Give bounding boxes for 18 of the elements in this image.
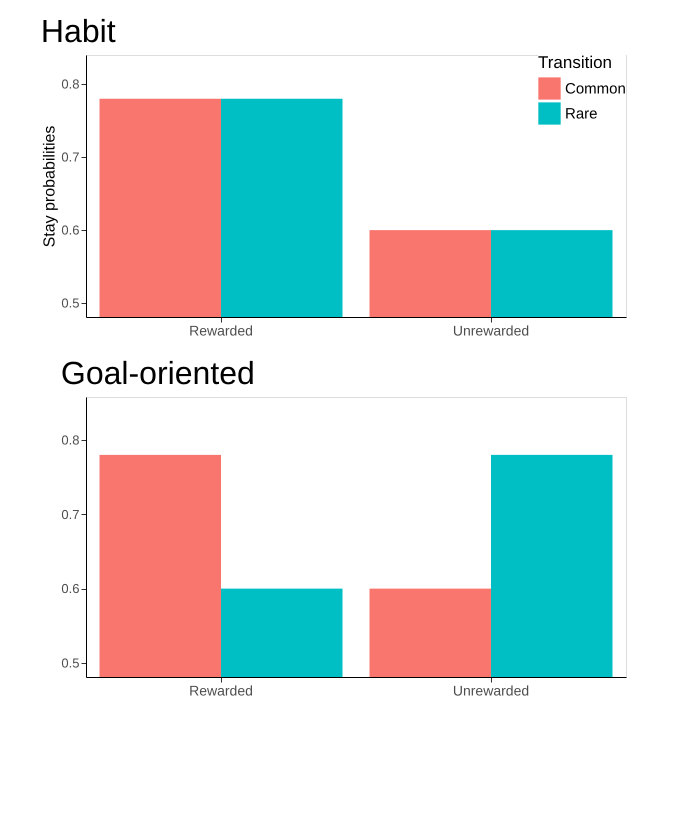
chart-title: Habit [40,13,116,49]
x-tick-label: Unrewarded [452,322,530,338]
y-tick-label: 0.6 [61,581,80,596]
y-tick-label: 0.5 [61,296,80,311]
y-tick-label: 0.6 [61,222,80,238]
y-axis-title: Stay probabilities [41,126,58,248]
legend-label: Common [565,80,626,98]
y-tick-label: 0.7 [61,506,80,522]
y-tick-label: 0.8 [61,432,80,448]
y-tick-label: 0.7 [61,150,80,165]
x-tick-label: Rewarded [189,682,253,698]
chart-title: Goal-oriented [60,355,255,391]
y-tick-label: 0.8 [61,76,80,92]
legend-title: Transition [538,53,612,72]
legend-label: Rare [565,106,598,122]
x-tick-label: Unrewarded [452,682,530,698]
x-tick-label: Rewarded [189,322,253,338]
y-tick-label: 0.5 [61,655,80,670]
